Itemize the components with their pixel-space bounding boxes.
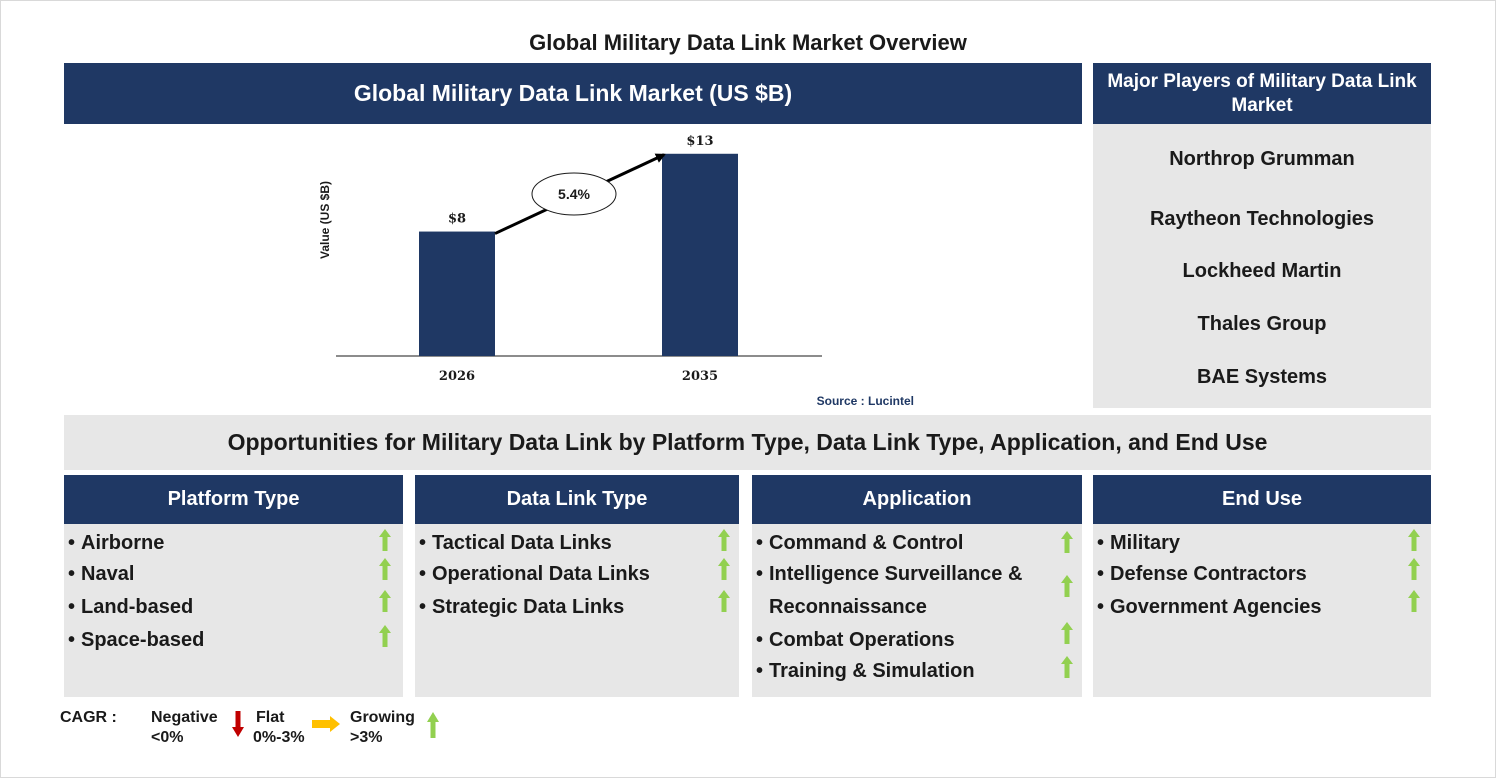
segment-header-application: Application xyxy=(752,475,1082,524)
segment-header-end-use: End Use xyxy=(1093,475,1431,524)
segment-item: •Reconnaissance xyxy=(769,596,927,618)
segment-item: • Naval xyxy=(68,563,135,585)
opportunities-banner: Opportunities for Military Data Link by … xyxy=(64,415,1431,470)
green-up-arrow-icon xyxy=(718,558,730,580)
segment-item: • Defense Contractors xyxy=(1097,563,1307,585)
segment-item: • Government Agencies xyxy=(1097,596,1322,618)
chart-header: Global Military Data Link Market (US $B) xyxy=(64,63,1082,124)
green-up-arrow-icon xyxy=(1061,531,1073,553)
cagr-label: 5.4% xyxy=(558,186,590,202)
player-name: Thales Group xyxy=(1197,313,1327,335)
yellow-right-arrow-icon xyxy=(312,716,340,732)
player-name: Raytheon Technologies xyxy=(1149,208,1375,230)
green-up-arrow-icon xyxy=(718,590,730,612)
green-up-arrow-icon xyxy=(379,590,391,612)
red-down-arrow-icon xyxy=(232,711,244,737)
segment-panel-end-use: • Military • Defense Contractors • Governme… xyxy=(1093,524,1431,697)
segment-item: • Space-based xyxy=(68,629,205,651)
segment-item: • Airborne xyxy=(68,532,165,554)
legend-growing-range: >3% xyxy=(350,729,383,746)
green-up-arrow-icon xyxy=(1061,575,1073,597)
legend-label: CAGR : xyxy=(60,709,117,726)
segment-item: • Training & Simulation xyxy=(756,660,975,682)
green-up-arrow-icon xyxy=(379,529,391,551)
source-label: Source : Lucintel xyxy=(817,394,914,408)
player-name: BAE Systems xyxy=(1196,366,1328,388)
segment-panel-data-link-type: • Tactical Data Links • Operational Data L… xyxy=(415,524,739,697)
legend-negative-name: Negative xyxy=(151,709,218,726)
green-up-arrow-icon xyxy=(1408,558,1420,580)
segment-item: • Strategic Data Links xyxy=(419,596,625,618)
green-up-arrow-icon xyxy=(427,712,439,738)
x-tick-label: 2026 xyxy=(439,369,475,384)
segment-item: • Command & Control xyxy=(756,532,964,554)
bar-chart: Value (US $B) $8 2026 $13 2035 5.4% Source … xyxy=(318,134,914,408)
legend-flat-name: Flat xyxy=(256,709,285,726)
player-name: Northrop Grumman xyxy=(1169,148,1355,170)
bar-value-label: $8 xyxy=(448,212,466,227)
green-up-arrow-icon xyxy=(1408,529,1420,551)
segment-panel-application: • Command & Control • Intelligence Surveil… xyxy=(752,524,1082,697)
players-header: Major Players of Military Data Link Mark… xyxy=(1093,63,1431,124)
green-up-arrow-icon xyxy=(1061,656,1073,678)
bar-2026 xyxy=(419,231,495,356)
segment-item: • Tactical Data Links xyxy=(419,532,612,554)
segment-panel-platform-type: • Airborne • Naval • Land-based • Space-base… xyxy=(64,524,403,697)
green-up-arrow-icon xyxy=(1408,590,1420,612)
page-title: Global Military Data Link Market Overvie… xyxy=(529,30,967,55)
cagr-ellipse xyxy=(531,172,617,216)
segment-item: • Military xyxy=(1097,532,1181,554)
green-up-arrow-icon xyxy=(718,529,730,551)
green-up-arrow-icon xyxy=(379,625,391,647)
segment-item: • Land-based xyxy=(68,596,194,618)
segment-item: • Combat Operations xyxy=(756,629,955,651)
green-up-arrow-icon xyxy=(379,558,391,580)
legend-negative-range: <0% xyxy=(151,729,184,746)
x-tick-label: 2035 xyxy=(682,369,718,384)
bar-value-label: $13 xyxy=(686,134,713,149)
green-up-arrow-icon xyxy=(1061,622,1073,644)
players-panel: Northrop Grumman Raytheon Technologies L… xyxy=(1093,124,1431,408)
bar-2035 xyxy=(662,153,738,356)
segment-header-platform-type: Platform Type xyxy=(64,475,403,524)
segment-item: • Operational Data Links xyxy=(419,563,650,585)
legend-flat-range: 0%-3% xyxy=(253,729,305,746)
segment-header-data-link-type: Data Link Type xyxy=(415,475,739,524)
y-axis-label: Value (US $B) xyxy=(318,181,332,259)
legend-growing-name: Growing xyxy=(350,709,415,726)
segment-item: • Intelligence Surveillance & xyxy=(756,563,1023,585)
player-name: Lockheed Martin xyxy=(1182,260,1342,282)
